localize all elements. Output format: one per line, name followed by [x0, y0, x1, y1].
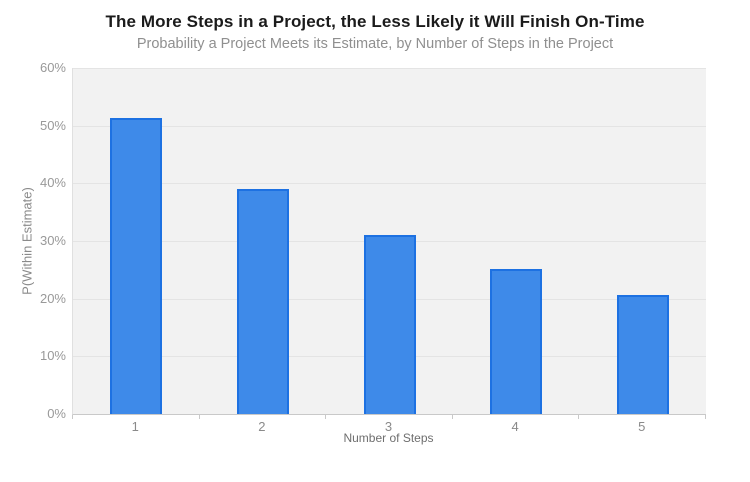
x-tick-label: 1 — [131, 419, 139, 434]
x-tick-label: 5 — [638, 419, 646, 434]
x-axis-tick — [705, 415, 706, 419]
x-tick-label: 4 — [511, 419, 519, 434]
x-axis-tick — [198, 415, 200, 419]
bar-step-5 — [616, 294, 669, 414]
y-tick-label: 0% — [47, 406, 66, 421]
y-tick-label: 50% — [39, 117, 66, 133]
gridline — [73, 183, 706, 185]
x-tick-label: 3 — [384, 419, 393, 434]
x-tick-label: 2 — [258, 419, 266, 434]
chart-subtitle: Probability a Project Meets its Estimate… — [136, 36, 614, 52]
y-tick-label: 20% — [39, 290, 66, 306]
bar-step-3 — [363, 234, 416, 414]
gridline — [73, 68, 706, 69]
bar-step-1 — [110, 118, 163, 414]
y-tick-label: 10% — [39, 348, 66, 364]
y-tick-label: 60% — [39, 60, 66, 75]
gridline — [73, 125, 706, 127]
y-tick-label: 40% — [39, 175, 66, 191]
y-tick-label: 30% — [39, 233, 66, 248]
x-axis-tick — [578, 415, 580, 419]
plot-area — [72, 68, 706, 415]
chart-title: The More Steps in a Project, the Less Li… — [105, 12, 645, 31]
bar-step-2 — [236, 189, 289, 414]
x-axis-tick — [325, 415, 327, 419]
x-axis-tick — [72, 415, 73, 419]
x-axis-title: Number of Steps — [343, 431, 434, 445]
bar-step-4 — [490, 269, 543, 414]
x-axis-tick — [451, 415, 453, 419]
